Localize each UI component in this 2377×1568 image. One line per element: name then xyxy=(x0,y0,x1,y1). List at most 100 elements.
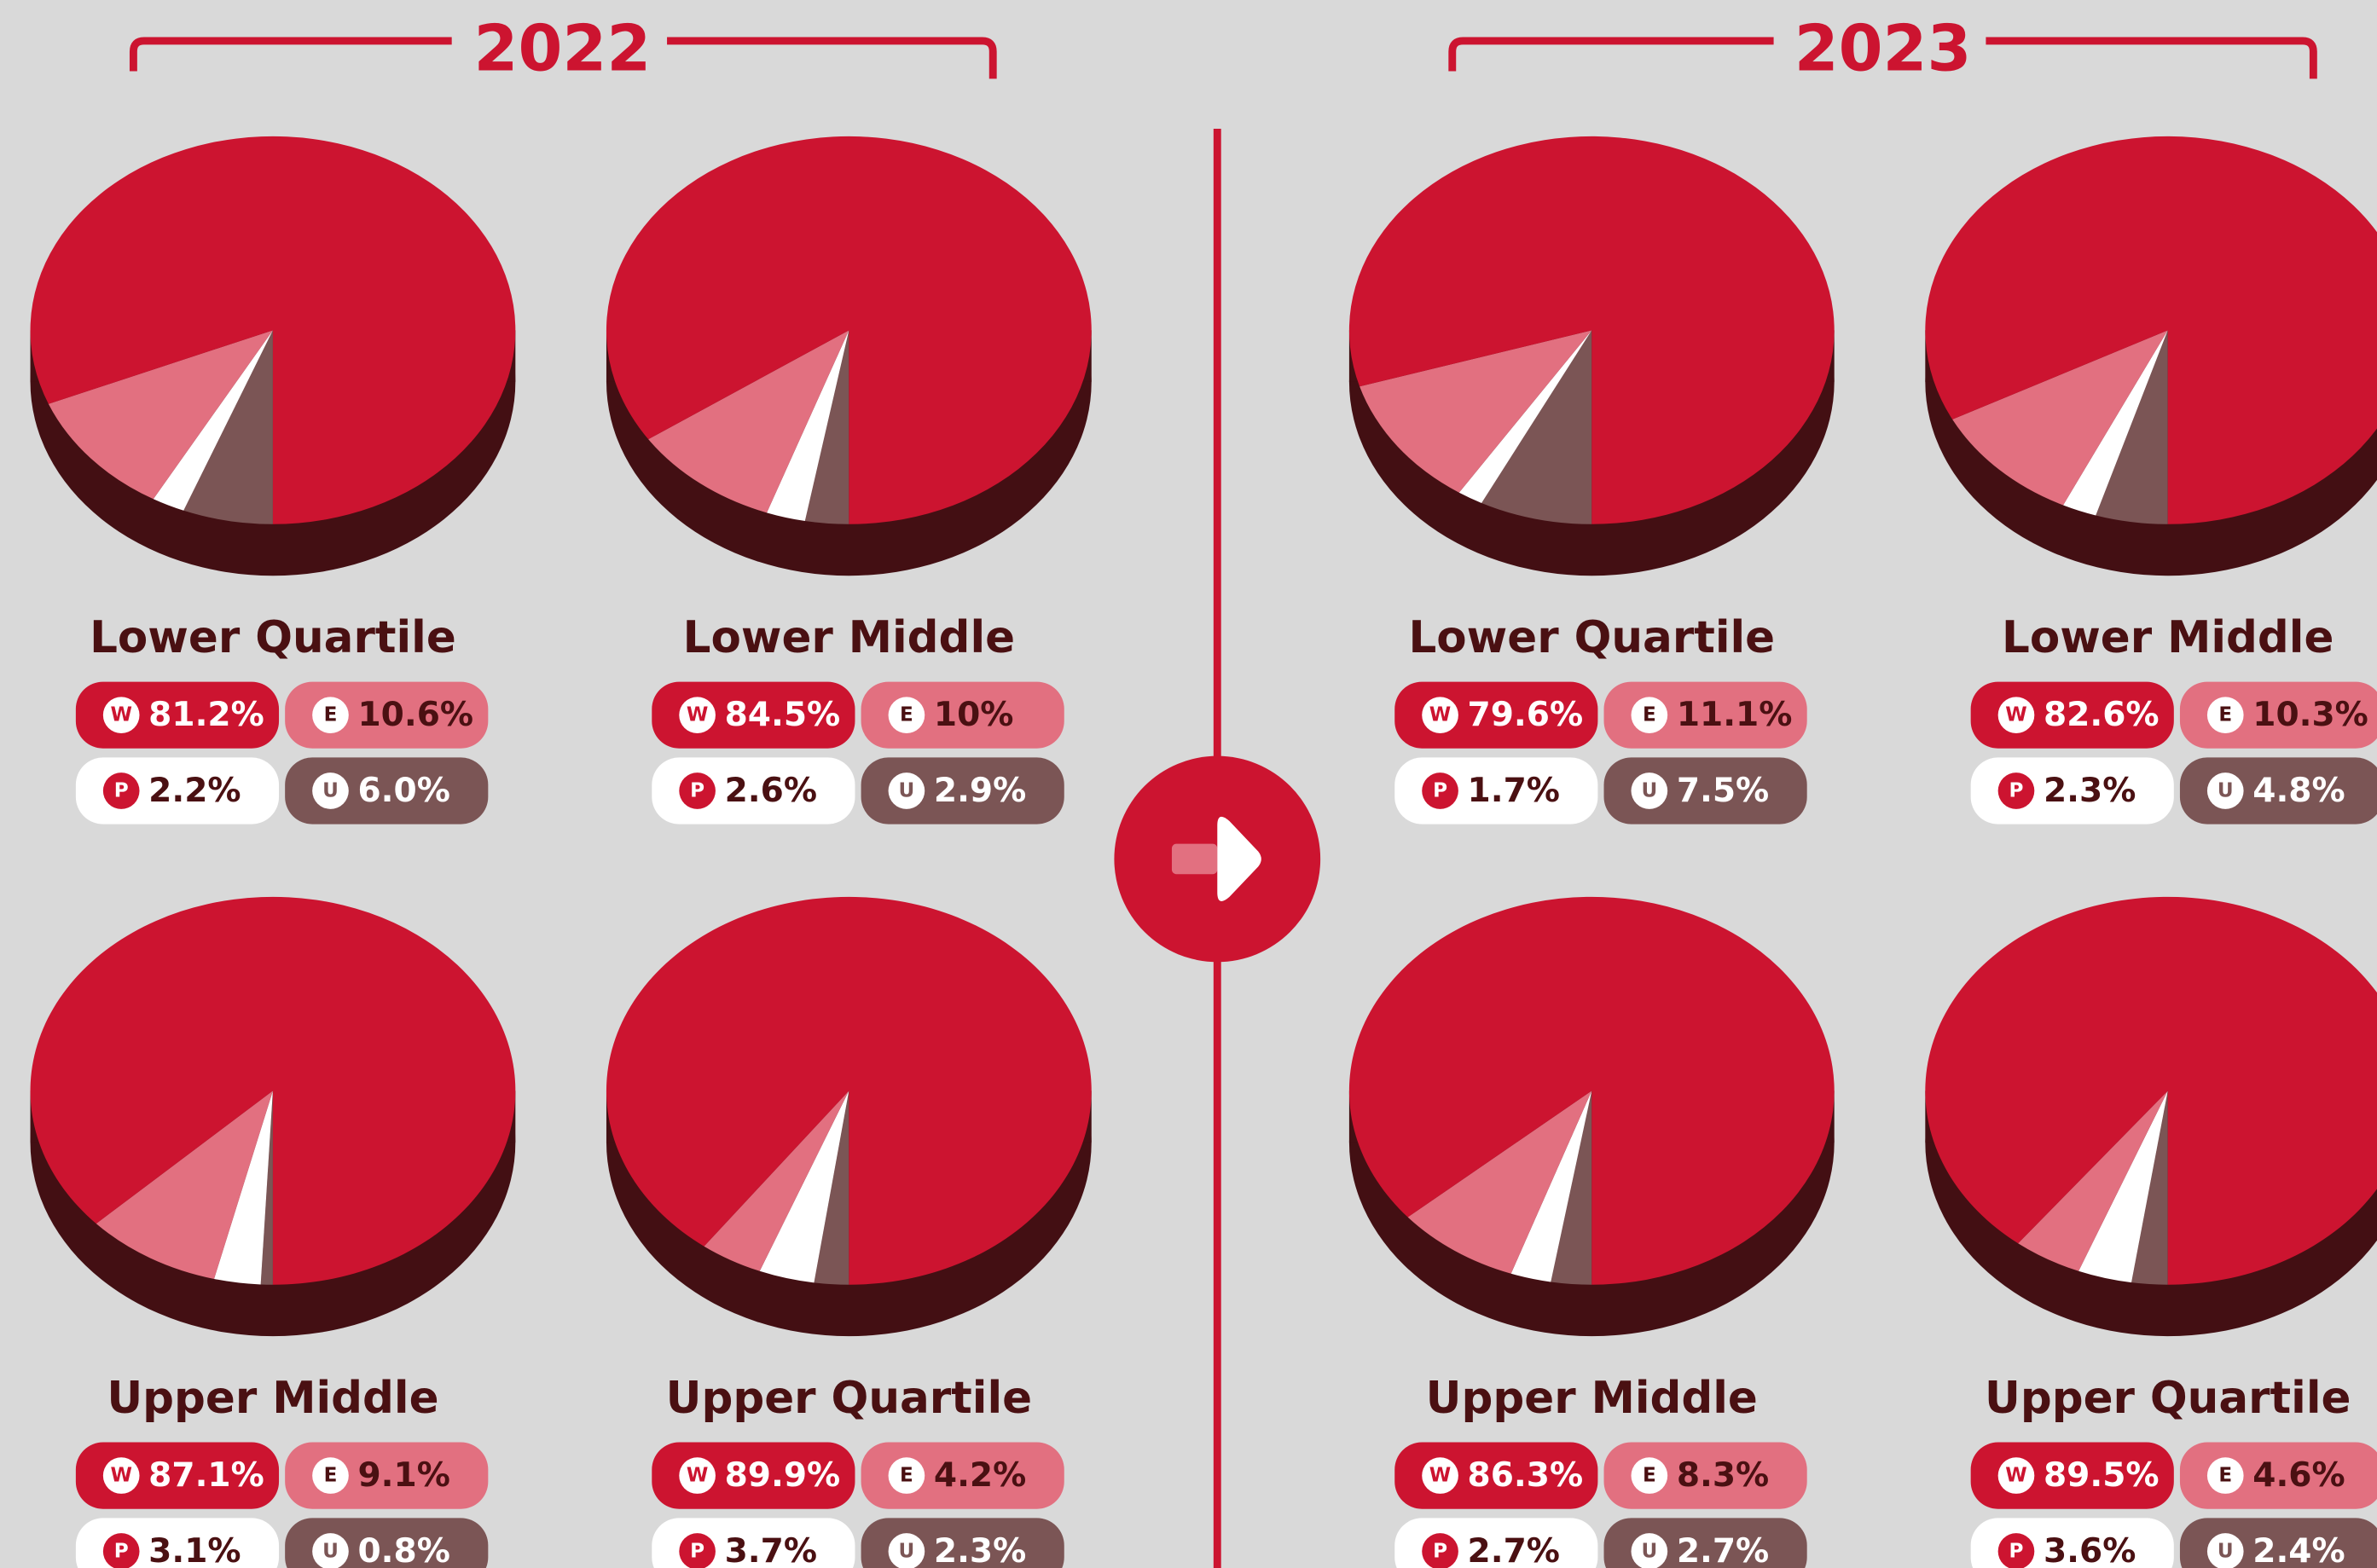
badge-icon xyxy=(2206,772,2244,809)
data-label: 2.4% xyxy=(2252,1532,2345,1568)
pie-slice xyxy=(2018,1091,2168,1271)
badge-letter: W xyxy=(110,1465,131,1487)
data-label: 3.1% xyxy=(148,1532,241,1568)
badge-icon xyxy=(2206,1457,2244,1494)
data-label: 2.2% xyxy=(148,772,241,810)
data-label: 3.6% xyxy=(2044,1532,2136,1568)
badge-letter: P xyxy=(114,779,129,801)
data-label: 4.8% xyxy=(2252,772,2345,810)
pie-slice xyxy=(804,330,849,524)
pie-slice xyxy=(759,1091,849,1283)
pie-title: Upper Middle xyxy=(107,1373,438,1424)
badge-letter: W xyxy=(2005,704,2026,726)
pie-slice xyxy=(1407,1091,1592,1274)
badge-icon xyxy=(1997,1533,2035,1568)
pie-title: Upper Quartile xyxy=(666,1373,1032,1424)
badge-icon xyxy=(888,1457,925,1494)
badge-icon xyxy=(312,697,349,733)
badge-letter: W xyxy=(110,704,131,726)
badge-icon xyxy=(1631,1533,1668,1568)
data-label: 2.7% xyxy=(1468,1532,1560,1568)
data-label: 89.5% xyxy=(2044,1456,2160,1495)
pie-slice xyxy=(2096,330,2168,524)
badge-icon xyxy=(1631,1457,1668,1494)
pie-slice xyxy=(814,1091,849,1285)
pie-slice xyxy=(153,330,273,511)
pie-title: Upper Quartile xyxy=(1985,1373,2351,1424)
data-label: 82.6% xyxy=(2044,696,2160,734)
data-label: 11.1% xyxy=(1677,696,1793,734)
badge-letter: P xyxy=(1433,779,1447,801)
badge-icon xyxy=(102,697,140,733)
year-title: 2022 xyxy=(474,11,652,85)
badge-letter: P xyxy=(690,779,704,801)
pie-slice xyxy=(214,1091,273,1285)
badge-letter: U xyxy=(2218,779,2234,801)
pie-title: Upper Middle xyxy=(1426,1373,1758,1424)
pie-slice xyxy=(260,1091,273,1285)
pie-slice xyxy=(1952,330,2168,506)
badge-letter: E xyxy=(324,704,338,726)
badge-letter: E xyxy=(900,704,913,726)
badge-icon xyxy=(2206,1533,2244,1568)
badge-icon xyxy=(1997,772,2035,809)
bracket xyxy=(129,37,997,79)
badge-letter: U xyxy=(322,1540,339,1562)
badge-icon xyxy=(888,772,925,809)
data-label: 10.6% xyxy=(357,696,473,734)
data-label: 2.7% xyxy=(1677,1532,1769,1568)
badge-letter: P xyxy=(2009,1540,2024,1562)
pie-slice xyxy=(2131,1091,2168,1285)
data-label: 4.6% xyxy=(2252,1456,2345,1495)
badge-icon xyxy=(102,1533,140,1568)
pie-title: Lower Middle xyxy=(2002,612,2334,663)
badge-letter: E xyxy=(324,1465,338,1487)
badge-letter: W xyxy=(687,704,708,726)
data-label: 1.7% xyxy=(1468,772,1560,810)
data-label: 7.5% xyxy=(1677,772,1769,810)
pie-title: Lower Quartile xyxy=(1408,612,1775,663)
badge-letter: U xyxy=(2218,1540,2234,1562)
pie-slice xyxy=(30,136,516,524)
arrow-head xyxy=(1217,816,1261,901)
badge-letter: P xyxy=(2009,779,2024,801)
badge-icon xyxy=(2206,697,2244,733)
badge-letter: E xyxy=(2218,1465,2232,1487)
badge-icon xyxy=(1997,1457,2035,1494)
badge-letter: W xyxy=(1429,704,1451,726)
pie-slice xyxy=(2063,330,2168,516)
badge-icon xyxy=(1422,697,1458,733)
data-label: 84.5% xyxy=(725,696,841,734)
badge-icon xyxy=(1422,1457,1458,1494)
data-label: 2.6% xyxy=(725,772,817,810)
year-title: 2023 xyxy=(1794,11,1972,85)
pie-slice xyxy=(1925,896,2377,1285)
badge-icon xyxy=(679,697,716,733)
badge-icon xyxy=(679,772,716,809)
pie-slice xyxy=(1458,330,1592,503)
pie-slice xyxy=(606,136,1092,524)
pie-slice xyxy=(704,1091,849,1271)
badge-letter: E xyxy=(1643,704,1656,726)
pie-slice xyxy=(606,896,1092,1285)
badge-letter: E xyxy=(2218,704,2232,726)
data-label: 79.6% xyxy=(1468,696,1584,734)
badge-icon xyxy=(312,1533,349,1568)
data-label: 8.3% xyxy=(1677,1456,1769,1495)
pie-slice xyxy=(2078,1091,2168,1283)
badge-letter: W xyxy=(2005,1465,2026,1487)
badge-icon xyxy=(312,1457,349,1494)
data-label: 0.8% xyxy=(357,1532,449,1568)
data-label: 3.7% xyxy=(725,1532,817,1568)
data-label: 81.2% xyxy=(148,696,264,734)
badge-letter: E xyxy=(900,1465,913,1487)
data-label: 10.3% xyxy=(2252,696,2368,734)
data-label: 4.2% xyxy=(934,1456,1026,1495)
badge-icon xyxy=(888,697,925,733)
badge-icon xyxy=(102,1457,140,1494)
badge-letter: U xyxy=(1641,779,1657,801)
badge-icon xyxy=(1422,1533,1458,1568)
pie-slice xyxy=(30,896,516,1285)
data-label: 86.3% xyxy=(1468,1456,1584,1495)
pie-slice xyxy=(1925,136,2377,524)
